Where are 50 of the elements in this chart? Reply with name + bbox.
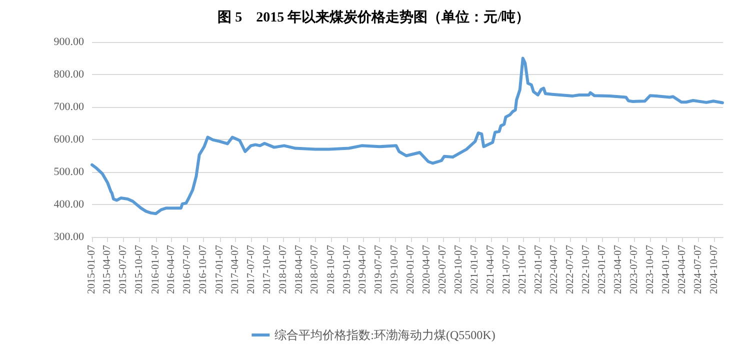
line-series: [90, 56, 724, 216]
x-tick-label: 2017-10-07: [262, 245, 273, 294]
y-tick-label: 400.00: [54, 198, 84, 210]
x-tick-label: 2023-07-07: [628, 245, 640, 294]
x-tick-label: 2020-01-07: [406, 245, 417, 294]
chart-title: 图 5 2015 年以来煤炭价格走势图（单位：元/吨）: [218, 10, 530, 26]
x-tick-label: 2024-07-07: [692, 245, 704, 294]
x-tick-label: 2019-07-07: [374, 245, 385, 294]
x-tick-label: 2015-07-07: [118, 245, 130, 294]
x-tick-label: 2016-01-07: [150, 245, 162, 294]
y-tick-label: 900.00: [54, 36, 84, 48]
x-tick-label: 2021-01-07: [470, 245, 481, 294]
x-tick-label: 2023-01-07: [597, 245, 608, 294]
x-tick-label: 2016-10-07: [198, 245, 210, 294]
x-tick-label: 2020-10-07: [454, 245, 465, 294]
x-tick-label: 2017-04-07: [230, 245, 242, 294]
x-tick-label: 2023-10-07: [644, 245, 656, 294]
x-tick-label: 2019-01-07: [342, 245, 353, 294]
x-tick-label: 2022-07-07: [565, 245, 576, 294]
x-tick-label: 2017-07-07: [246, 245, 257, 294]
x-tick-label: 2018-04-07: [294, 245, 305, 294]
x-tick-label: 2020-04-07: [422, 245, 433, 294]
x-tick-label: 2023-04-07: [612, 245, 624, 294]
y-tick-label: 600.00: [54, 134, 84, 146]
x-tick-label: 2017-01-07: [214, 245, 226, 294]
x-tick-label: 2024-01-07: [661, 245, 672, 294]
x-tick-label: 2024-04-07: [676, 245, 688, 294]
x-tick-label: 2020-07-07: [437, 245, 448, 294]
x-tick-label: 2019-04-07: [358, 245, 369, 294]
x-tick-label: 2015-10-07: [134, 245, 146, 294]
x-tick-label: 2021-04-07: [485, 245, 496, 294]
x-tick-label: 2022-10-07: [581, 245, 592, 294]
x-tick-label: 2022-01-07: [533, 245, 544, 294]
x-tick-label: 2019-10-07: [390, 245, 401, 294]
x-tick-label: 2015-01-07: [86, 245, 98, 294]
y-tick-label: 500.00: [54, 166, 84, 178]
x-tick-label: 2018-10-07: [326, 245, 337, 294]
x-tick-label: 2018-07-07: [310, 245, 321, 294]
x-tick-label: 2015-04-07: [102, 245, 114, 294]
x-tick-label: 2024-10-07: [708, 245, 720, 294]
y-tick-label: 800.00: [54, 68, 84, 80]
x-tick-label: 2022-04-07: [549, 245, 560, 294]
legend-label: 综合平均价格指数:环渤海动力煤(Q5500K): [274, 328, 496, 342]
y-tick-label: 300.00: [54, 231, 84, 243]
x-tick-label: 2021-10-07: [517, 245, 528, 294]
x-tick-label: 2016-07-07: [182, 245, 194, 294]
y-tick-label: 700.00: [54, 101, 84, 113]
x-tick-label: 2021-07-07: [501, 245, 512, 294]
x-tick-label: 2016-04-07: [166, 245, 178, 294]
x-tick-label: 2018-01-07: [278, 245, 290, 294]
